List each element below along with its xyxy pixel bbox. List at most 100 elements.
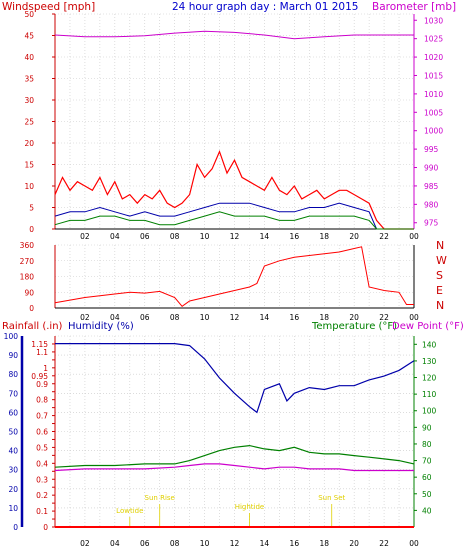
x-tick-label: 20 [349,232,359,241]
series-line [54,30,414,40]
x-tick-label: 20 [349,539,359,548]
temperature-tick-label: 70 [422,457,432,466]
humidity-tick-label: 10 [8,504,18,513]
rainfall-tick-label: 0.95 [31,372,48,381]
dewpoint-axis-label: Dew Point (°F) [392,321,464,332]
x-tick-label: 06 [140,539,150,548]
windspeed-tick-label: 25 [24,118,34,127]
barometer-tick-label: 1005 [424,108,443,117]
rainfall-tick-label: 0.3 [36,475,48,484]
humidity-tick-label: 90 [8,351,18,360]
rainfall-tick-label: 1.1 [36,348,48,357]
barometer-tick-label: 1020 [424,53,443,62]
x-tick-label: 02 [80,313,90,322]
temperature-tick-label: 120 [422,374,437,383]
chart-title: 24 hour graph day : March 01 2015 [172,1,358,13]
rainfall-tick-label: 1.15 [31,340,48,349]
windspeed-tick-label: 50 [24,10,34,19]
windspeed-tick-label: 40 [24,53,34,62]
temperature-tick-label: 60 [422,473,432,482]
annotation-label: Lowtide [116,507,143,515]
x-tick-label: 06 [140,313,150,322]
x-tick-label: 00 [409,232,419,241]
rainfall-tick-label: 0.9 [36,380,48,389]
humidity-tick-label: 0 [13,523,18,532]
x-tick-label: 12 [230,539,240,548]
temperature-tick-label: 50 [422,490,432,499]
series-line [54,149,414,230]
x-tick-label: 22 [379,313,389,322]
x-tick-label: 04 [110,232,120,241]
x-tick-label: 08 [170,313,180,322]
windspeed-axis-label: Windspeed [mph] [2,1,95,13]
x-tick-label: 18 [319,539,329,548]
x-tick-label: 16 [290,232,300,241]
rainfall-tick-label: 0.6 [36,428,48,437]
rainfall-tick-label: 0 [43,523,48,532]
series-line [55,343,415,414]
rainfall-tick-label: 0.5 [36,443,48,452]
barometer-tick-label: 1010 [424,90,443,99]
temperature-tick-label: 80 [422,440,432,449]
x-tick-label: 20 [349,313,359,322]
windspeed-tick-label: 45 [24,32,34,41]
rainfall-tick-label: 0.7 [36,412,48,421]
x-tick-label: 10 [200,313,210,322]
barometer-tick-label: 1015 [424,71,443,80]
humidity-tick-label: 60 [8,408,18,417]
temperature-tick-label: 40 [422,506,432,515]
x-tick-label: 12 [230,313,240,322]
barometer-axis-label: Barometer [mb] [372,1,456,13]
compass-label: W [436,254,447,267]
windspeed-tick-label: 30 [24,96,34,105]
x-tick-label: 16 [290,313,300,322]
x-tick-label: 08 [170,539,180,548]
x-tick-label: 00 [409,313,419,322]
series-line [54,444,415,468]
temperature-tick-label: 90 [422,423,432,432]
humidity-tick-label: 20 [8,485,18,494]
x-tick-label: 18 [319,232,329,241]
x-tick-label: 04 [110,313,120,322]
x-tick-label: 22 [379,539,389,548]
barometer-tick-label: 1030 [424,16,443,25]
humidity-tick-label: 50 [8,428,18,437]
barometer-tick-label: 995 [424,145,439,154]
wind-direction-line [54,246,414,307]
x-tick-label: 08 [170,232,180,241]
humidity-tick-label: 100 [4,332,19,341]
compass-label: N [436,239,444,252]
x-tick-label: 02 [80,232,90,241]
x-tick-label: 14 [260,232,270,241]
rainfall-tick-label: 0.1 [36,507,48,516]
x-tick-label: 14 [260,313,270,322]
wind-barometer-panel: 0510152025303540455097598098599099510001… [24,10,443,241]
compass-label: E [436,284,443,297]
rainfall-tick-label: 0.8 [36,396,48,405]
direction-tick-label: 360 [20,241,35,250]
humidity-axis-label: Humidity (%) [68,321,134,332]
humidity-tick-label: 30 [8,466,18,475]
x-tick-label: 04 [110,539,120,548]
barometer-tick-label: 1000 [424,127,443,136]
windspeed-tick-label: 35 [24,75,34,84]
rainfall-tick-label: 0.4 [36,459,48,468]
rainfall-axis-label: Rainfall (.in) [2,321,63,332]
x-tick-label: 16 [290,539,300,548]
x-tick-label: 10 [200,232,210,241]
x-tick-label: 14 [260,539,270,548]
x-tick-label: 18 [319,313,329,322]
temperature-axis-label: Temperature (°F) [311,321,397,332]
barometer-tick-label: 1025 [424,35,443,44]
barometer-tick-label: 975 [424,219,439,228]
direction-tick-label: 270 [20,257,35,266]
windspeed-tick-label: 15 [24,161,34,170]
rainfall-tick-label: 0.2 [36,491,48,500]
x-tick-label: 02 [80,539,90,548]
barometer-tick-label: 990 [424,164,439,173]
direction-tick-label: 180 [20,273,35,282]
annotation-label: Hightide [235,503,265,511]
annotation-label: Sun Set [318,494,345,502]
